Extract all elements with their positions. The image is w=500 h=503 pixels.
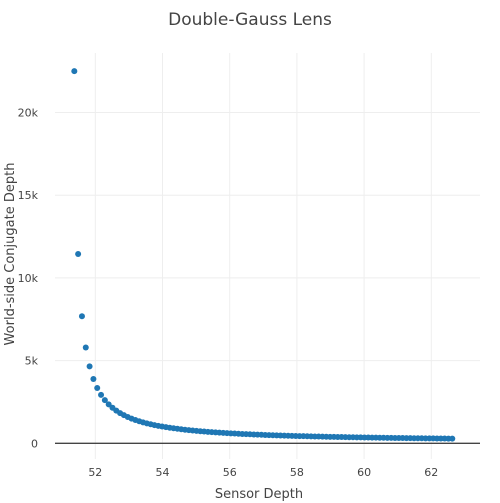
x-tick-label: 56 xyxy=(223,466,237,479)
y-tick-label: 10k xyxy=(18,272,39,285)
x-tick-label: 62 xyxy=(424,466,438,479)
x-axis-label: Sensor Depth xyxy=(215,487,303,502)
grid xyxy=(55,53,480,459)
data-point xyxy=(82,344,89,351)
y-tick-label: 20k xyxy=(18,107,39,120)
chart-title: Double-Gauss Lens xyxy=(168,10,332,30)
data-point xyxy=(98,391,105,398)
x-axis-ticks: 52 54 56 58 60 62 xyxy=(88,466,438,479)
x-tick-label: 52 xyxy=(88,466,102,479)
y-axis-label: World-side Conjugate Depth xyxy=(3,163,18,346)
y-tick-label: 0 xyxy=(31,437,38,450)
data-point xyxy=(94,385,101,392)
data-point xyxy=(105,401,112,408)
x-tick-label: 58 xyxy=(290,466,304,479)
data-point xyxy=(75,251,82,258)
y-tick-label: 15k xyxy=(18,189,39,202)
y-tick-label: 5k xyxy=(25,355,39,368)
data-point xyxy=(449,435,456,442)
data-point xyxy=(78,313,85,320)
x-tick-label: 54 xyxy=(156,466,170,479)
x-tick-label: 60 xyxy=(357,466,371,479)
data-point xyxy=(71,68,78,75)
data-point xyxy=(90,376,97,383)
data-point xyxy=(86,363,93,370)
data-point xyxy=(101,397,108,404)
data-points xyxy=(71,68,456,442)
y-axis-ticks: 0 5k 10k 15k 20k xyxy=(18,107,39,451)
